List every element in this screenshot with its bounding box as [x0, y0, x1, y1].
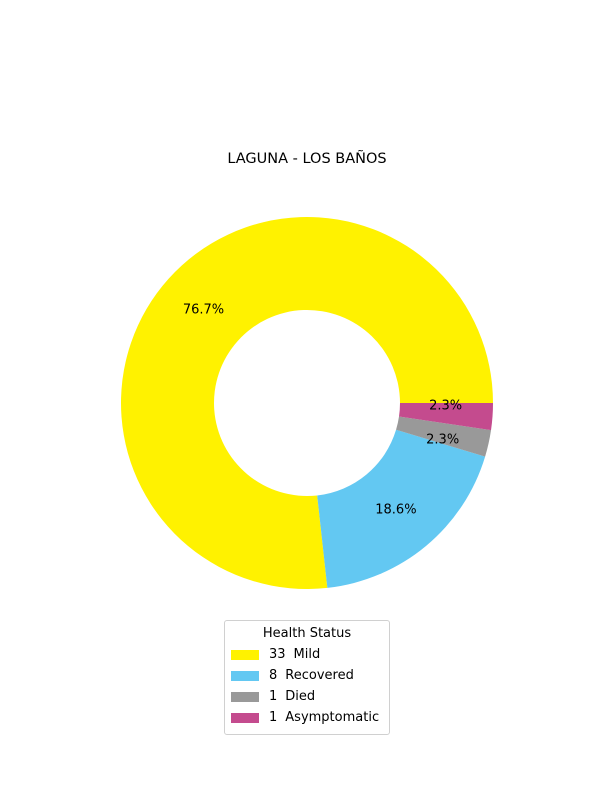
percent-label-recovered: 18.6%	[375, 502, 416, 517]
legend-swatch-died	[231, 691, 259, 702]
slice-asymptomatic	[399, 403, 493, 431]
legend-swatch-mild	[231, 649, 259, 660]
slice-recovered	[317, 429, 486, 588]
slice-died	[396, 416, 492, 457]
slice-mild	[121, 216, 494, 589]
chart-title: LAGUNA - LOS BAÑOS	[227, 150, 386, 167]
legend-count: 1	[269, 689, 278, 704]
percent-label-died: 2.3%	[426, 433, 459, 448]
percent-label-mild: 76.7%	[183, 303, 224, 318]
legend-label: Mild	[293, 647, 321, 662]
legend-count: 33	[269, 647, 286, 662]
legend-label: Died	[285, 689, 316, 704]
donut-slices	[121, 216, 494, 589]
legend-entry-mild: 33 Mild	[231, 644, 383, 665]
percent-labels: 76.7% 18.6% 2.3% 2.3%	[183, 303, 462, 518]
legend-title: Health Status	[262, 626, 352, 641]
legend-entry-died: 1 Died	[231, 686, 383, 707]
legend: Health Status 33 Mild 8 Recovered 1 Died…	[224, 620, 390, 735]
percent-label-asymptomatic: 2.3%	[429, 399, 462, 414]
legend-entry-recovered: 8 Recovered	[231, 665, 383, 686]
legend-count: 8	[269, 668, 278, 683]
legend-swatch-recovered	[231, 670, 259, 681]
legend-label: Asymptomatic	[285, 710, 380, 725]
legend-label: Recovered	[285, 668, 354, 683]
legend-entry-asymptomatic: 1 Asymptomatic	[231, 707, 383, 728]
legend-count: 1	[269, 710, 278, 725]
legend-swatch-asymptomatic	[231, 712, 259, 723]
